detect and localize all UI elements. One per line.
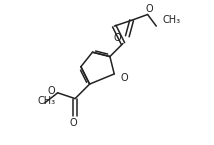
Text: O: O: [47, 86, 55, 96]
Text: O: O: [70, 118, 77, 127]
Text: CH₃: CH₃: [38, 96, 56, 106]
Text: CH₃: CH₃: [163, 15, 181, 25]
Text: O: O: [121, 73, 128, 83]
Text: O: O: [113, 33, 121, 43]
Text: O: O: [146, 4, 154, 14]
